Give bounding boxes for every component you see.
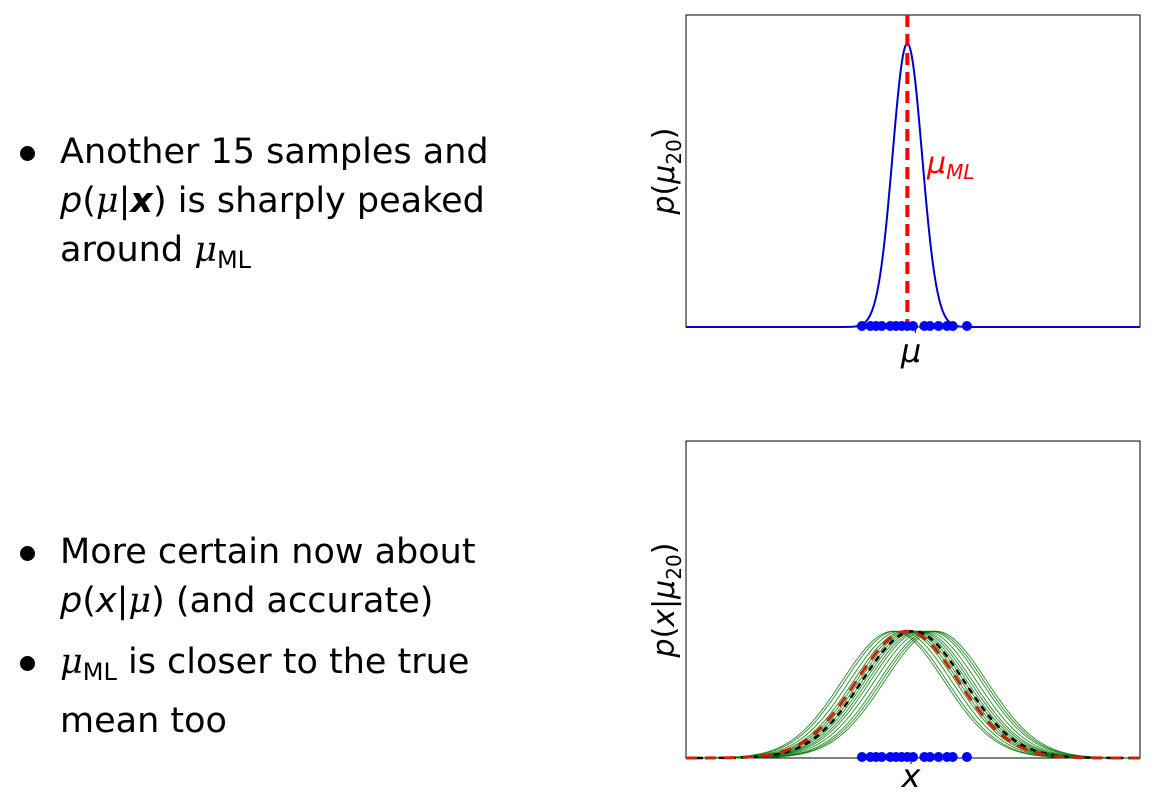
sampled-gaussian-curve (686, 630, 1141, 759)
sample-point (856, 752, 867, 762)
ml-gaussian-curve (686, 629, 1140, 760)
bullet-line: μML is closer to the true (60, 642, 470, 686)
sample-point (925, 321, 936, 331)
x-axis-label: x (901, 757, 922, 795)
bullet-dot (20, 546, 35, 561)
bullet-line: around μML (60, 230, 252, 274)
bullet-dot (20, 656, 35, 671)
sample-point (947, 321, 958, 331)
posterior-curve (686, 42, 1140, 328)
predictive-chart: x p(x|μ20) (647, 440, 1141, 795)
bullet-item: μML is closer to the true mean too (18, 638, 618, 746)
bullet-list-top: Another 15 samples and p(μ|x) is sharply… (18, 128, 618, 285)
plot-frame (685, 440, 1141, 759)
sample-point (876, 321, 887, 331)
sample-point (961, 321, 972, 331)
y-axis-label: p(x|μ20) (647, 543, 686, 659)
bullet-line: More certain now about (60, 532, 476, 572)
posterior-chart: μ p(μ20) μML (647, 14, 1141, 370)
bullet-line: p(μ|x) is sharply peaked (60, 181, 485, 221)
sample-point (947, 752, 958, 762)
sample-point (908, 752, 918, 762)
sample-point (925, 752, 936, 762)
bullet-list-bottom: More certain now about p(x|μ) (and accur… (18, 528, 618, 746)
bullet-line: p(x|μ) (and accurate) (60, 581, 434, 621)
bullet-dot (20, 146, 35, 161)
bullet-item: More certain now about p(x|μ) (and accur… (18, 528, 618, 626)
mu-ml-annotation: μML (926, 146, 975, 184)
bullet-line: mean too (60, 701, 227, 741)
predictive-marks (685, 629, 1141, 764)
bullet-line: Another 15 samples and (60, 132, 489, 172)
y-axis-label: p(μ20) (647, 127, 686, 215)
sample-point (933, 321, 944, 331)
x-axis-label: μ (900, 332, 921, 370)
sample-point (961, 752, 972, 762)
posterior-marks (686, 15, 1140, 333)
bullet-item: Another 15 samples and p(μ|x) is sharply… (18, 128, 618, 285)
sample-point (876, 752, 887, 762)
sample-point (908, 321, 918, 331)
sample-point (856, 321, 867, 331)
sample-point (933, 752, 944, 762)
